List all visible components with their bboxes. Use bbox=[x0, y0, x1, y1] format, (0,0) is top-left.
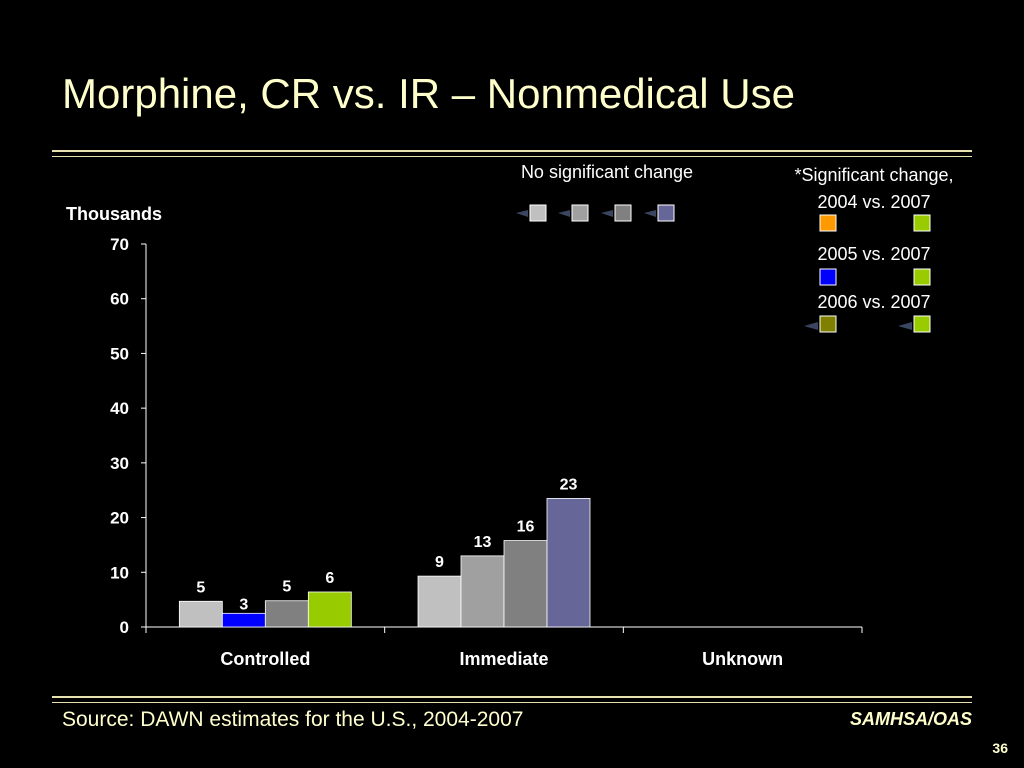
bar-controlled bbox=[221, 612, 266, 628]
legend-swatch-significant bbox=[819, 315, 837, 333]
chart-bars: 5 3 5 6 9 13 16 23 bbox=[178, 476, 591, 628]
bar-immediate bbox=[503, 540, 548, 628]
bar-immediate bbox=[460, 555, 505, 628]
slide-title: Morphine, CR vs. IR – Nonmedical Use bbox=[62, 70, 795, 117]
legend-row-label: 2005 vs. 2007 bbox=[817, 244, 930, 264]
y-tick-label: 60 bbox=[110, 290, 129, 309]
legend-no-change-label: No significant change bbox=[521, 162, 693, 182]
source-note: Source: DAWN estimates for the U.S., 200… bbox=[62, 708, 524, 731]
legend-swatch-significant bbox=[913, 268, 931, 286]
legend-swatch-no-change bbox=[614, 204, 632, 222]
bar-immediate bbox=[417, 575, 462, 628]
legend-swatch-significant bbox=[819, 268, 837, 286]
legend-swatch-shadow bbox=[516, 210, 528, 217]
legend-row-label: 2006 vs. 2007 bbox=[817, 292, 930, 312]
legend-swatch-shadow bbox=[558, 210, 570, 217]
bar-data-label: 5 bbox=[196, 579, 205, 596]
legend-swatch-significant bbox=[819, 214, 837, 232]
y-tick-label: 10 bbox=[110, 563, 129, 582]
legend-swatch-no-change bbox=[529, 204, 547, 222]
bar-controlled bbox=[264, 600, 309, 628]
bar-controlled bbox=[307, 591, 352, 628]
legend-swatch-no-change bbox=[571, 204, 589, 222]
legend-swatch-shadow bbox=[644, 210, 656, 217]
footer-divider-thin bbox=[52, 702, 972, 703]
bar-data-label: 5 bbox=[282, 579, 291, 596]
bar-data-label: 23 bbox=[560, 476, 578, 493]
legend-row-label: 2004 vs. 2007 bbox=[817, 192, 930, 212]
legend-swatch-significant bbox=[913, 315, 931, 333]
title-divider-thin bbox=[52, 156, 972, 157]
y-tick-label: 20 bbox=[110, 509, 129, 528]
page-number: 36 bbox=[992, 740, 1008, 756]
bar-data-label: 9 bbox=[435, 554, 444, 571]
y-tick-label: 70 bbox=[110, 235, 129, 254]
legend-swatch-no-change bbox=[657, 204, 675, 222]
footer-divider bbox=[52, 696, 972, 698]
bar-data-label: 16 bbox=[517, 519, 535, 536]
y-axis-label: Thousands bbox=[66, 204, 162, 224]
legend-swatch-shadow bbox=[804, 322, 818, 330]
x-category-label: Controlled bbox=[220, 649, 310, 669]
y-tick-label: 50 bbox=[110, 344, 129, 363]
legend-swatch-significant bbox=[913, 214, 931, 232]
x-category-label: Unknown bbox=[702, 649, 783, 669]
y-tick-label: 40 bbox=[110, 399, 129, 418]
bar-data-label: 3 bbox=[239, 596, 248, 613]
brand-label: SAMHSA/OAS bbox=[849, 709, 972, 729]
bar-controlled bbox=[178, 600, 223, 628]
legend-swatch-shadow bbox=[601, 210, 613, 217]
x-category-label: Immediate bbox=[459, 649, 548, 669]
bar-immediate bbox=[546, 498, 591, 628]
legend-swatch-shadow bbox=[898, 322, 912, 330]
bar-data-label: 6 bbox=[325, 570, 334, 587]
y-tick-label: 30 bbox=[110, 454, 129, 473]
chart-legend: No significant change *Significant chang… bbox=[516, 162, 954, 333]
title-divider bbox=[52, 150, 972, 152]
y-tick-label: 0 bbox=[120, 618, 129, 637]
legend-significant-title: *Significant change, bbox=[794, 165, 953, 185]
bar-data-label: 13 bbox=[474, 534, 492, 551]
